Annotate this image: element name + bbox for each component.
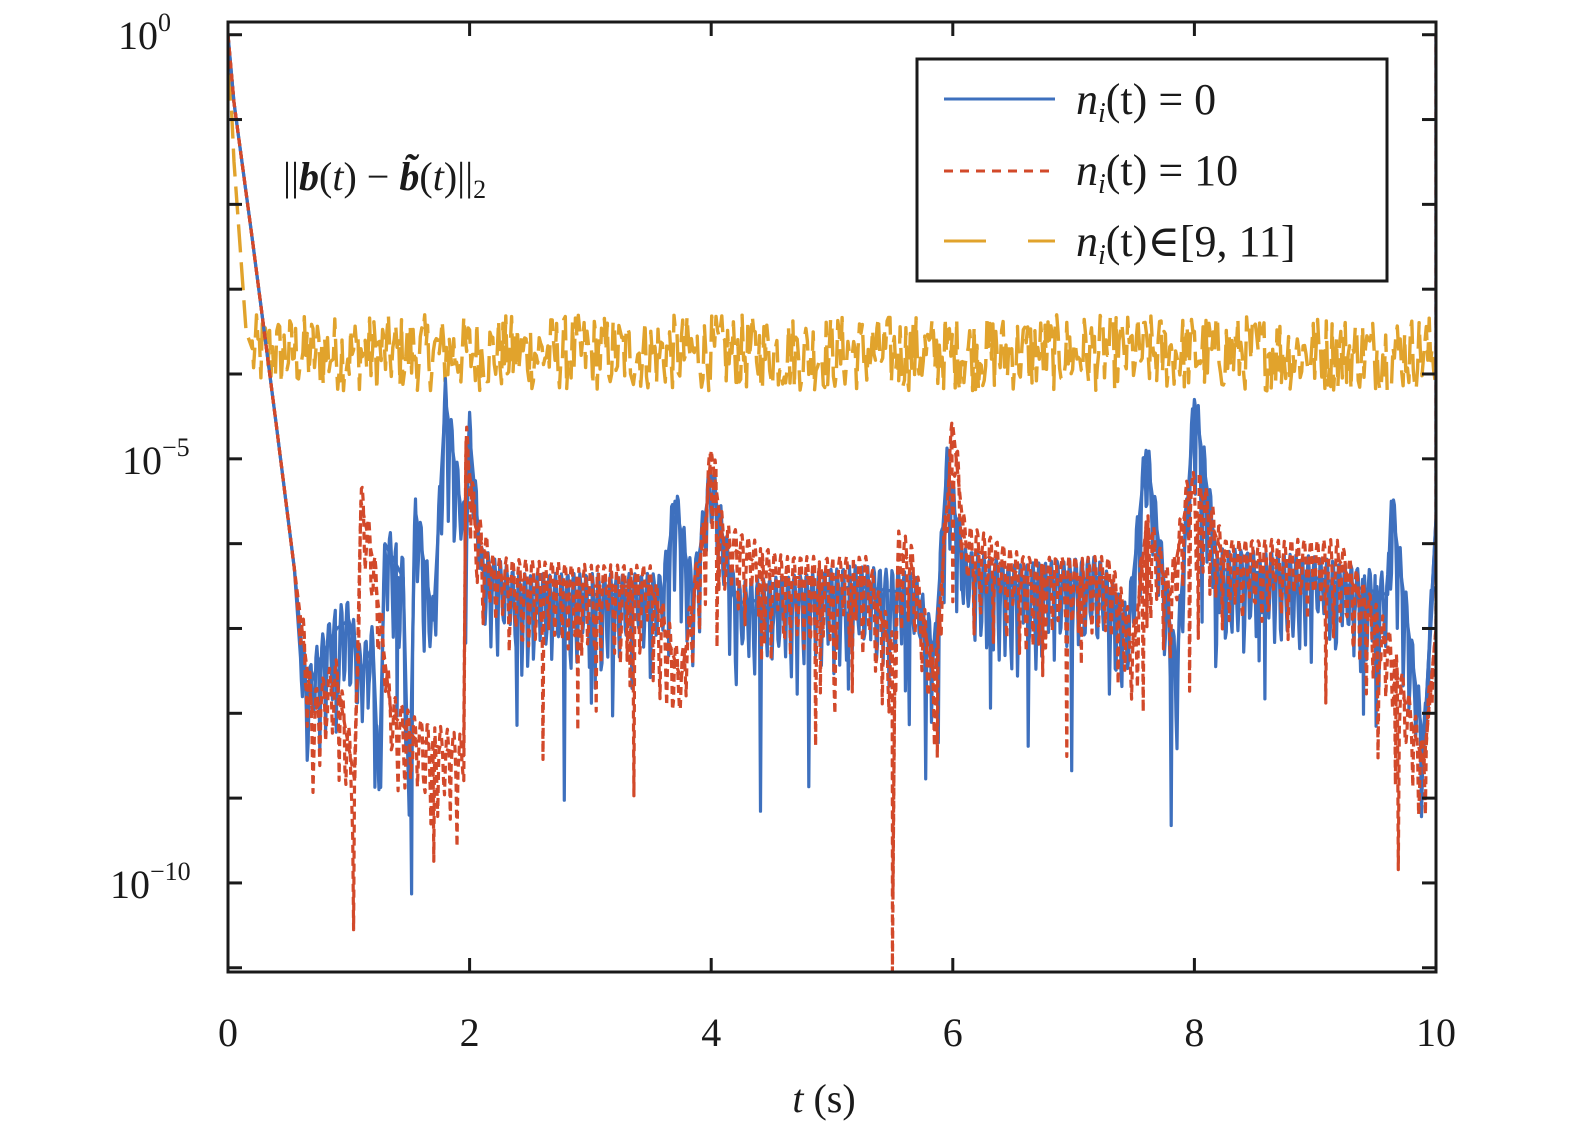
y-tick-labels: 100 10−5 10−10 bbox=[110, 8, 191, 907]
x-tick-label-0: 0 bbox=[218, 1010, 238, 1055]
x-tick-labels: 0 2 4 6 8 10 bbox=[218, 1010, 1456, 1055]
series-line-band-9-11 bbox=[228, 34, 1436, 393]
x-tick-label-10: 10 bbox=[1416, 1010, 1456, 1055]
ticks-layer bbox=[226, 22, 1438, 972]
series-line-ten bbox=[228, 34, 1436, 932]
y-tick-label-minus5: 10−5 bbox=[122, 433, 190, 483]
x-tick-label-4: 4 bbox=[701, 1010, 721, 1055]
series-envelope-ten bbox=[228, 34, 1436, 972]
y-tick-label-minus10: 10−10 bbox=[110, 857, 191, 907]
y-tick-label-0: 100 bbox=[118, 8, 171, 58]
series-layer bbox=[228, 34, 1436, 972]
legend: ni(t) = 0 ni(t) = 10 ni(t)∈[9, 11] bbox=[915, 57, 1389, 283]
x-tick-label-2: 2 bbox=[460, 1010, 480, 1055]
x-tick-label-6: 6 bbox=[943, 1010, 963, 1055]
x-tick-label-8: 8 bbox=[1184, 1010, 1204, 1055]
x-axis-title: t (s) bbox=[792, 1076, 855, 1121]
legend-label-1: ni(t) = 10 bbox=[1076, 146, 1238, 200]
legend-label-2: ni(t)∈[9, 11] bbox=[1076, 217, 1296, 271]
norm-annotation: ||b(t) − b̃(t)||2 bbox=[283, 154, 486, 204]
legend-label-0: ni(t) = 0 bbox=[1076, 75, 1216, 129]
plot-frame bbox=[226, 20, 1438, 974]
